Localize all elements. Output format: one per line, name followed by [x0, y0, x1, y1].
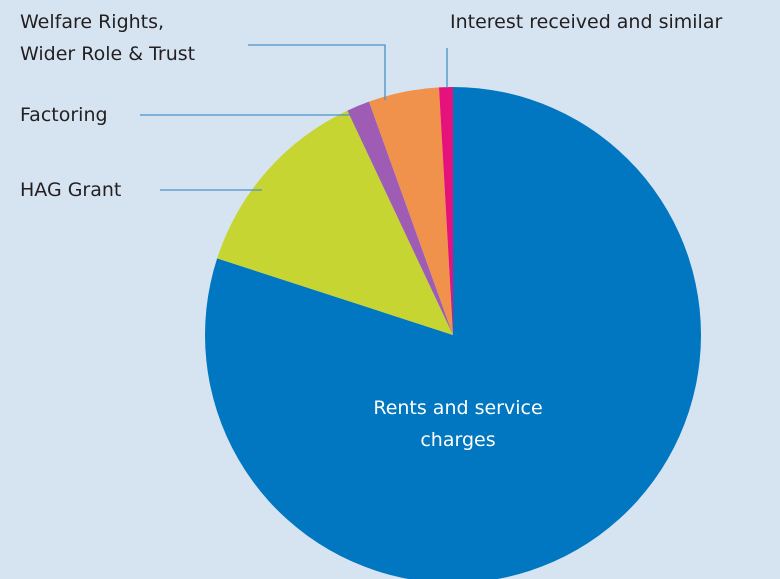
slices [205, 87, 701, 579]
leader-lines [140, 44, 448, 191]
slice-label: Welfare Rights, Wider Role & Trust [20, 11, 196, 65]
slice-label: Rents and service charges [373, 397, 543, 451]
pie-slice [205, 87, 701, 579]
slice-label: Interest received and similar [450, 11, 723, 33]
slice-label: HAG Grant [20, 179, 122, 201]
pie-slice [438, 87, 453, 335]
leader-line [248, 44, 386, 100]
slice-label: Factoring [20, 104, 108, 126]
pie-slice [347, 101, 453, 336]
pie-slice [217, 110, 453, 335]
pie-slice [368, 87, 453, 335]
